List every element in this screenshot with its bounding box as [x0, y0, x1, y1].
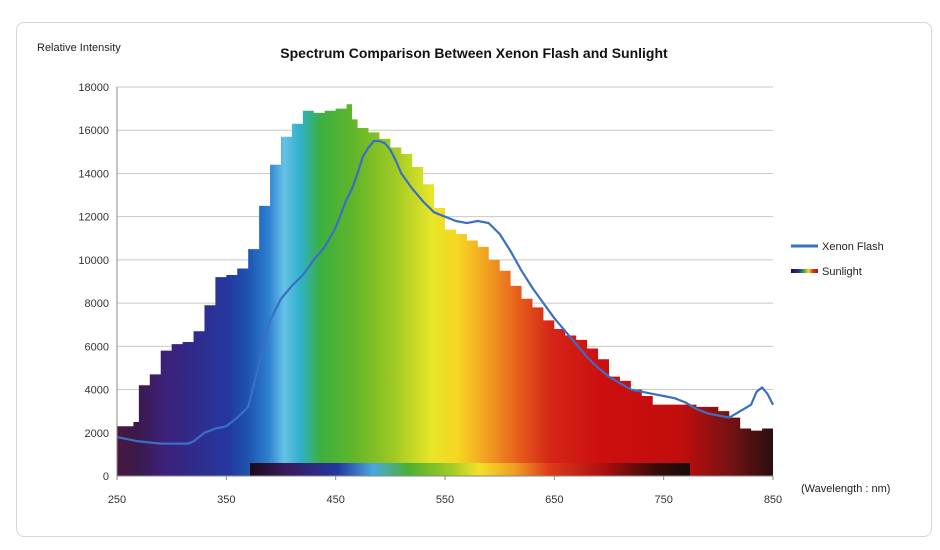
y-tick-label: 18000	[78, 82, 109, 94]
legend-label-sunlight: Sunlight	[822, 266, 862, 278]
x-tick-label: 850	[764, 494, 782, 506]
sunlight-area	[117, 104, 773, 477]
x-tick-label: 350	[217, 494, 235, 506]
y-tick-labels: 0 2000 4000 6000 8000 10000 12000 14000 16000 180…	[78, 82, 109, 483]
x-tick-label: 550	[436, 494, 454, 506]
y-tick-label: 0	[103, 471, 109, 483]
y-tick-label: 10000	[78, 255, 109, 267]
x-tick-labels: 250 350 450 550 650 750 850	[108, 476, 782, 506]
x-tick-label: 750	[654, 494, 672, 506]
y-tick-label: 16000	[78, 125, 109, 137]
y-tick-label: 6000	[85, 341, 109, 353]
y-tick-label: 8000	[85, 298, 109, 310]
y-tick-label: 12000	[78, 212, 109, 224]
y-axis-label: Relative Intensity	[37, 42, 121, 54]
x-tick-label: 250	[108, 494, 126, 506]
x-axis-label: (Wavelength : nm)	[801, 483, 890, 495]
y-tick-label: 4000	[85, 385, 109, 397]
chart-title: Spectrum Comparison Between Xenon Flash …	[280, 45, 668, 61]
y-tick-label: 2000	[85, 428, 109, 440]
xenon-flash-line	[116, 139, 774, 445]
y-tick-label: 14000	[78, 168, 109, 180]
legend: Xenon Flash Sunlight	[791, 241, 884, 278]
plot-area	[116, 87, 774, 477]
legend-label-xenon: Xenon Flash	[822, 241, 884, 253]
visible-spectrum-strip	[250, 463, 690, 476]
x-tick-label: 450	[326, 494, 344, 506]
legend-swatch-sunlight	[791, 269, 818, 273]
x-tick-label: 650	[545, 494, 563, 506]
